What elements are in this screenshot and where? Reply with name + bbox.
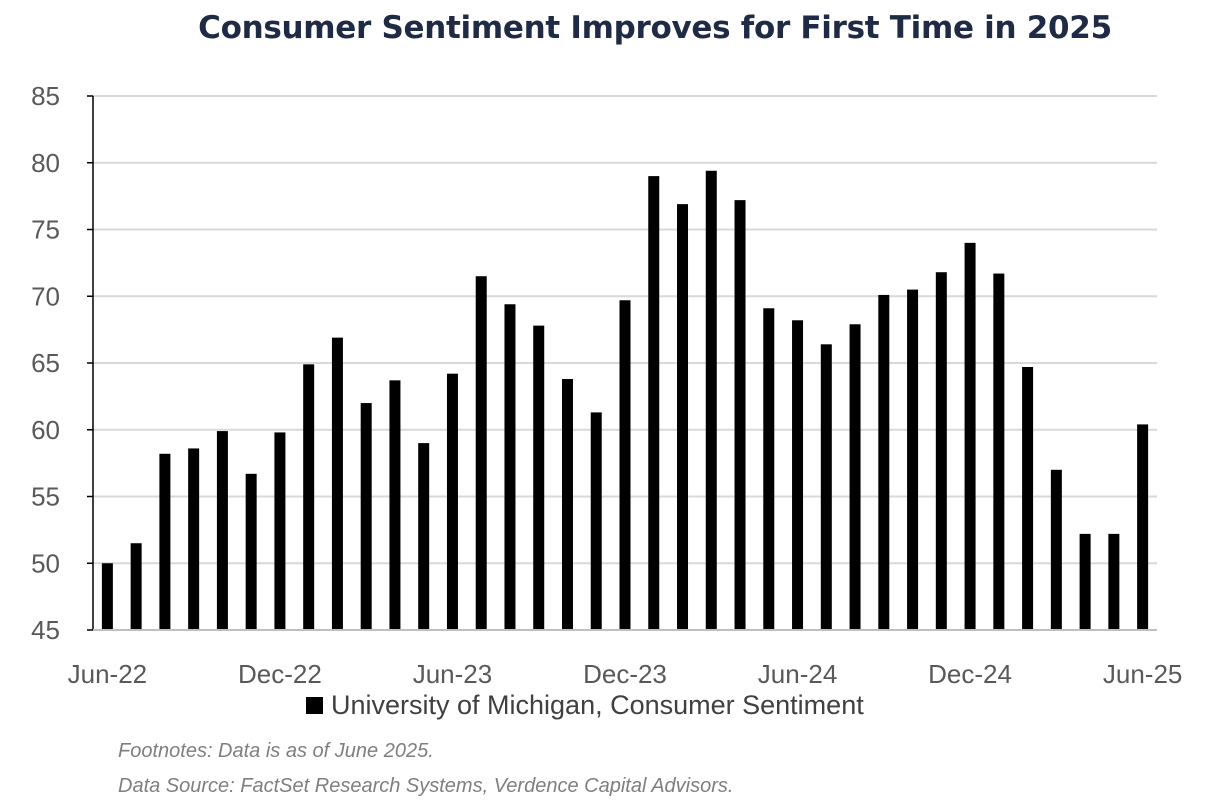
bar-jun-23	[446, 373, 458, 630]
x-tick-label: Jun-25	[1103, 659, 1183, 689]
bar-jan-24	[648, 176, 660, 630]
bar-mar-24	[705, 170, 717, 630]
legend: University of Michigan, Consumer Sentime…	[306, 688, 864, 722]
bars	[101, 170, 1149, 630]
bar-mar-25	[1050, 469, 1062, 630]
bar-jul-24	[820, 344, 832, 630]
bar-dec-22	[274, 432, 286, 630]
y-tick-label: 70	[31, 281, 60, 311]
bar-jun-25	[1137, 424, 1149, 630]
bar-apr-24	[734, 200, 746, 630]
y-tick-label: 60	[31, 415, 60, 445]
bar-dec-24	[964, 242, 976, 630]
bar-nov-22	[245, 473, 257, 630]
bar-may-24	[763, 308, 775, 630]
bar-feb-24	[677, 204, 689, 630]
bar-may-25	[1108, 533, 1120, 630]
bar-jul-22	[130, 543, 142, 630]
bar-sep-23	[533, 325, 545, 630]
x-tick-label: Jun-22	[68, 659, 148, 689]
y-tick-label: 85	[31, 81, 60, 111]
bar-dec-23	[619, 300, 631, 630]
x-tick-label: Jun-24	[758, 659, 838, 689]
y-tick-label: 75	[31, 215, 60, 245]
chart-area: 45 50 55 60 65 70 75 80 85 Jun-22 Dec-22 Jun-23 Dec…	[31, 81, 1183, 689]
bar-feb-25	[1022, 367, 1034, 630]
bar-jan-25	[993, 273, 1005, 630]
bar-apr-23	[389, 380, 401, 630]
bar-aug-23	[504, 304, 516, 630]
x-tick-label: Dec-22	[238, 659, 322, 689]
bar-aug-24	[849, 324, 861, 630]
bar-feb-23	[331, 337, 343, 630]
chart-title: Consumer Sentiment Improves for First Ti…	[198, 10, 1112, 46]
y-tick-label: 55	[31, 482, 60, 512]
bar-may-23	[418, 443, 430, 630]
x-tick-label: Dec-24	[928, 659, 1012, 689]
legend-swatch	[306, 696, 323, 714]
y-tick-label: 65	[31, 348, 60, 378]
bar-sep-22	[188, 448, 200, 630]
bar-oct-24	[907, 289, 919, 630]
bar-jun-24	[792, 320, 804, 630]
bar-mar-23	[360, 403, 372, 630]
y-tick-label: 80	[31, 148, 60, 178]
bar-oct-22	[216, 431, 228, 630]
bar-nov-24	[935, 272, 947, 630]
x-tick-label: Jun-23	[413, 659, 493, 689]
y-tick-label: 45	[31, 615, 60, 645]
data-source-note: Data Source: FactSet Research Systems, V…	[118, 775, 734, 797]
x-tick-labels: Jun-22 Dec-22 Jun-23 Dec-23 Jun-24 Dec-24 Jun-…	[68, 659, 1183, 689]
legend-label: University of Michigan, Consumer Sentime…	[331, 689, 864, 720]
axes	[87, 95, 1157, 631]
bar-aug-22	[159, 453, 171, 630]
y-tick-label: 50	[31, 548, 60, 578]
bar-nov-23	[590, 412, 602, 630]
bar-jul-23	[475, 276, 487, 630]
x-tick-label: Dec-23	[583, 659, 667, 689]
bar-jan-23	[303, 364, 315, 630]
bar-oct-23	[561, 379, 573, 630]
bar-apr-25	[1079, 533, 1091, 630]
bar-sep-24	[878, 294, 890, 630]
footnote: Footnotes: Data is as of June 2025.	[118, 740, 434, 762]
bar-jun-22	[101, 563, 113, 630]
y-tick-labels: 45 50 55 60 65 70 75 80 85	[31, 81, 60, 645]
